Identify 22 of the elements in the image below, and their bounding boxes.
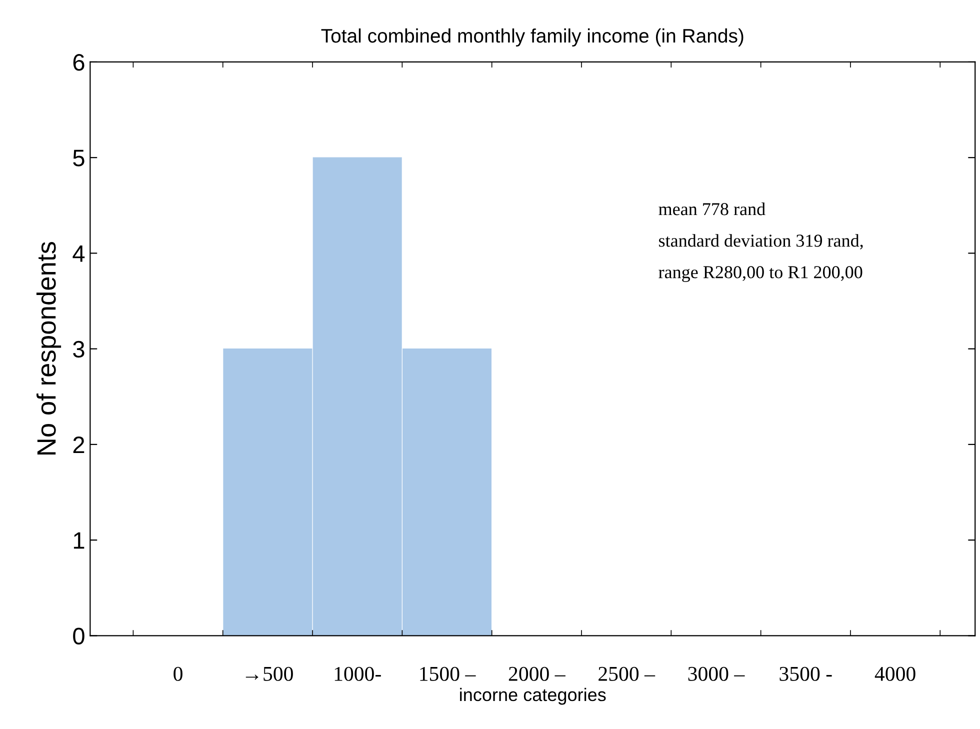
x-tick-label: 1000-: [334, 666, 381, 681]
y-tick-label: 0: [73, 628, 84, 644]
x-tick-label: 4000: [874, 666, 916, 681]
x-tick-label: 2500 –: [598, 666, 656, 681]
y-tick-label: 5: [73, 150, 84, 166]
x-tick-label: 1500 –: [420, 666, 476, 681]
x-tick-label: 3500 -: [780, 666, 832, 681]
annotation: range R280,00 to R1 200,00: [658, 266, 862, 282]
annotation: standard deviation 319 rand,: [659, 234, 863, 250]
chart-title: Total combined monthly family income (in Rands): [321, 28, 744, 47]
y-tick-label: 3: [73, 340, 84, 358]
y-tick-label: 6: [73, 54, 84, 71]
y-axis-title: No of respondents: [36, 242, 62, 454]
y-tick-label: 4: [72, 246, 85, 262]
x-tick-label: →500: [246, 666, 293, 681]
annotation: mean 778 rand: [658, 202, 766, 216]
x-tick-label: 3000 –: [688, 666, 745, 681]
y-tick-label: 1: [74, 532, 84, 549]
x-axis-title: incorne categories: [460, 688, 606, 705]
x-tick-label: 0: [174, 666, 182, 681]
x-tick-label: 2000 –: [508, 666, 566, 681]
y-tick-label: 2: [73, 436, 84, 453]
